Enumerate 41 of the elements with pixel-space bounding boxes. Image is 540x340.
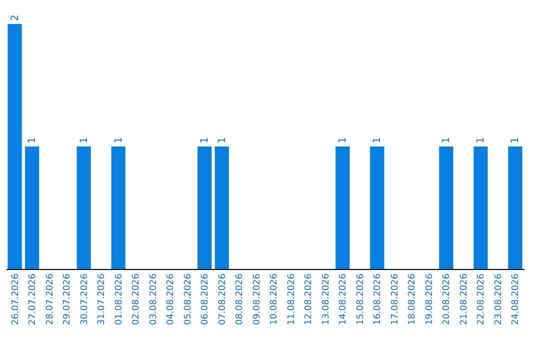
x-tick-label: 22.08.2026: [476, 273, 487, 326]
x-tick-label: 28.07.2026: [45, 273, 56, 326]
x-tick-label: 29.07.2026: [62, 273, 73, 326]
x-tick-label: 01.08.2026: [114, 273, 124, 326]
data-label: 1: [78, 137, 90, 144]
data-label: 1: [372, 137, 384, 144]
x-tick-label: 30.07.2026: [80, 273, 90, 326]
data-label: 1: [200, 137, 211, 144]
x-tick-label: 20.08.2026: [442, 273, 452, 326]
x-tick-label: 12.08.2026: [304, 273, 314, 326]
data-label: 1: [338, 137, 349, 144]
x-tick-label: 15.08.2026: [356, 273, 366, 326]
x-tick-label: 24.08.2026: [511, 273, 522, 326]
data-label: 2: [10, 14, 21, 21]
data-label: 1: [216, 137, 228, 144]
x-tick-label: 18.08.2026: [408, 273, 418, 326]
x-tick-label: 21.08.2026: [459, 273, 470, 326]
x-tick-label: 11.08.2026: [286, 273, 297, 326]
data-label: 1: [113, 137, 124, 144]
x-tick-label: 10.08.2026: [270, 273, 280, 326]
x-tick-label: 31.07.2026: [97, 273, 108, 326]
x-tick-label: 13.08.2026: [321, 273, 332, 326]
x-tick-label: 04.08.2026: [166, 273, 176, 326]
data-label: 1: [476, 137, 487, 144]
data-label: 1: [27, 137, 38, 144]
data-label: 1: [510, 137, 522, 144]
x-tick-label: 19.08.2026: [424, 273, 435, 326]
x-tick-label: 06.08.2026: [200, 273, 211, 326]
x-tick-label: 02.08.2026: [132, 273, 142, 326]
x-tick-label: 16.08.2026: [373, 273, 384, 326]
x-tick-label: 08.08.2026: [235, 273, 246, 326]
x-tick-label: 05.08.2026: [183, 273, 194, 326]
x-tick-label: 27.07.2026: [28, 273, 38, 326]
x-tick-label: 26.07.2026: [10, 273, 21, 326]
x-tick-label: 07.08.2026: [218, 273, 228, 326]
x-tick-label: 09.08.2026: [252, 273, 262, 326]
data-label: 1: [441, 137, 452, 144]
x-tick-label: 23.08.2026: [494, 273, 504, 326]
x-tick-label: 17.08.2026: [390, 273, 400, 326]
x-tick-label: 14.08.2026: [338, 273, 349, 326]
x-tick-label: 03.08.2026: [148, 273, 159, 326]
